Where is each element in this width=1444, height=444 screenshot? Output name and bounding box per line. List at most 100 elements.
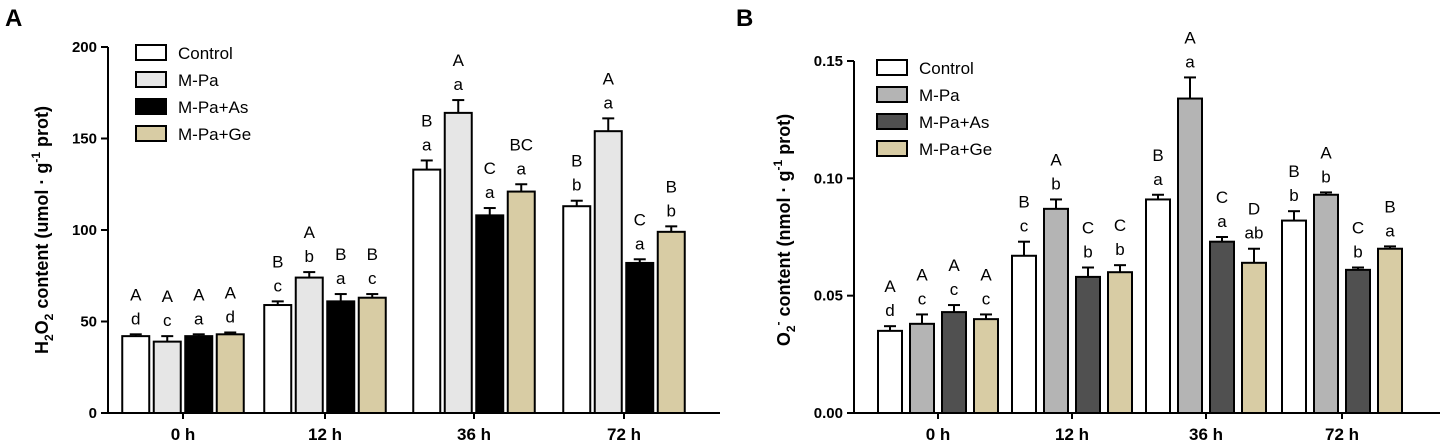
lower-sig-label: c (918, 289, 927, 308)
bar (1177, 97, 1203, 415)
upper-sig-label: D (1248, 200, 1260, 219)
legend-swatch (876, 59, 908, 76)
upper-sig-label: A (193, 285, 205, 304)
upper-sig-label: C (1082, 219, 1094, 238)
bar (152, 340, 182, 415)
upper-sig-label: A (884, 277, 896, 296)
lower-sig-label: b (305, 247, 314, 266)
bar (263, 304, 293, 414)
bar (184, 335, 214, 415)
upper-sig-label: A (1050, 150, 1062, 169)
bar (326, 300, 356, 414)
upper-sig-label: A (980, 265, 992, 284)
legend-swatch (135, 125, 167, 142)
upper-sig-label: B (1018, 193, 1029, 212)
lower-sig-label: a (635, 234, 645, 253)
lower-sig-label: c (368, 269, 377, 288)
upper-sig-label: A (1184, 28, 1196, 47)
legend-label: M-Pa+Ge (919, 140, 992, 159)
x-tick-label: 12 h (1055, 425, 1089, 444)
upper-sig-label: B (1152, 146, 1163, 165)
bar (656, 230, 686, 414)
y-tick-label: 0.15 (814, 53, 843, 70)
upper-sig-label: C (634, 210, 646, 229)
legend-label: Control (178, 44, 233, 63)
legend-swatch (135, 71, 167, 88)
x-tick-label: 36 h (457, 425, 491, 444)
lower-sig-label: a (336, 269, 346, 288)
bar (1011, 254, 1037, 414)
upper-sig-label: C (484, 159, 496, 178)
bar (1209, 240, 1235, 414)
lower-sig-label: c (982, 289, 991, 308)
bar (121, 335, 151, 415)
y-tick-label: 0.05 (814, 288, 843, 305)
y-axis-title: O2- content (nmol · g-1 prot) (771, 114, 798, 346)
x-tick-label: 0 h (926, 425, 951, 444)
upper-sig-label: B (367, 245, 378, 264)
lower-sig-label: a (194, 309, 204, 328)
upper-sig-label: A (1320, 143, 1332, 162)
bar (357, 296, 387, 414)
bar (625, 261, 655, 414)
lower-sig-label: d (226, 307, 235, 326)
upper-sig-label: C (1352, 219, 1364, 238)
legend-swatch (135, 98, 167, 115)
lower-sig-label: c (274, 276, 283, 295)
y-tick-label: 100 (72, 222, 97, 239)
x-tick-label: 72 h (1325, 425, 1359, 444)
lower-sig-label: a (1385, 221, 1395, 240)
legend-label: M-Pa+As (919, 113, 989, 132)
bar (941, 311, 967, 414)
lower-sig-label: d (885, 301, 894, 320)
bar (443, 111, 473, 414)
upper-sig-label: A (225, 283, 237, 302)
bar (1313, 193, 1339, 414)
bar (562, 205, 592, 414)
y-tick-label: 200 (72, 39, 97, 56)
upper-sig-label: B (1384, 197, 1395, 216)
bar (475, 214, 505, 414)
lower-sig-label: b (1289, 186, 1298, 205)
y-tick-label: 0.10 (814, 170, 843, 187)
bar (1145, 198, 1171, 414)
y-tick-label: 0.00 (814, 405, 843, 422)
x-tick-label: 0 h (171, 425, 196, 444)
upper-sig-label: C (1216, 188, 1228, 207)
legend-swatch (135, 44, 167, 61)
bar (1345, 268, 1371, 414)
lower-sig-label: a (1185, 52, 1195, 71)
legend-label: Control (919, 59, 974, 78)
lower-sig-label: a (604, 93, 614, 112)
lower-sig-label: a (485, 183, 495, 202)
upper-sig-label: A (304, 223, 316, 242)
bar (909, 322, 935, 414)
panel-label: A (5, 5, 22, 32)
lower-sig-label: a (422, 135, 432, 154)
bar (506, 190, 536, 414)
lower-sig-label: c (1020, 217, 1029, 236)
bar (294, 276, 324, 414)
bar (973, 318, 999, 414)
upper-sig-label: A (453, 51, 465, 70)
upper-sig-label: A (130, 285, 142, 304)
bar (1075, 275, 1101, 415)
panel-b-chart: B 0.00 0.05 0.10 0.15 0 h 12 h 36 h 72 h O2- cont… (736, 5, 1440, 444)
y-tick-label: 50 (80, 314, 97, 331)
lower-sig-label: b (1321, 167, 1330, 186)
x-tick-label: 72 h (607, 425, 641, 444)
bar (1241, 261, 1267, 414)
legend-swatch (876, 86, 908, 103)
lower-sig-label: c (950, 280, 959, 299)
y-axis-title: H2O2 content (umol · g-1 prot) (29, 106, 56, 354)
panel-label: B (736, 5, 753, 32)
upper-sig-label: A (603, 69, 615, 88)
lower-sig-label: b (1115, 240, 1124, 259)
upper-sig-label: B (571, 152, 582, 171)
legend-swatch (876, 113, 908, 130)
lower-sig-label: c (163, 311, 172, 330)
lower-sig-label: a (1153, 170, 1163, 189)
legend-label: M-Pa (178, 71, 219, 90)
bar (412, 168, 442, 414)
